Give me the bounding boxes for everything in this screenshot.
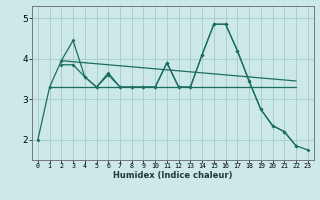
X-axis label: Humidex (Indice chaleur): Humidex (Indice chaleur)	[113, 171, 233, 180]
